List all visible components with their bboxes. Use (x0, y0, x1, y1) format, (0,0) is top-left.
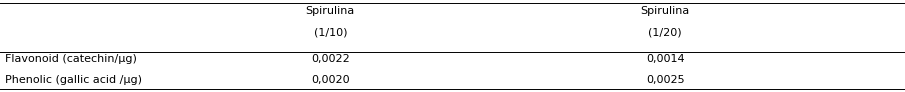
Text: 0,0025: 0,0025 (646, 75, 684, 85)
Text: Spirulina: Spirulina (641, 6, 690, 16)
Text: Flavonoid (catechin/μg): Flavonoid (catechin/μg) (5, 54, 137, 64)
Text: 0,0020: 0,0020 (311, 75, 349, 85)
Text: 0,0014: 0,0014 (646, 54, 684, 64)
Text: (1/10): (1/10) (313, 28, 348, 38)
Text: Spirulina: Spirulina (306, 6, 355, 16)
Text: Phenolic (gallic acid /μg): Phenolic (gallic acid /μg) (5, 75, 141, 85)
Text: 0,0022: 0,0022 (311, 54, 349, 64)
Text: (1/20): (1/20) (648, 28, 682, 38)
